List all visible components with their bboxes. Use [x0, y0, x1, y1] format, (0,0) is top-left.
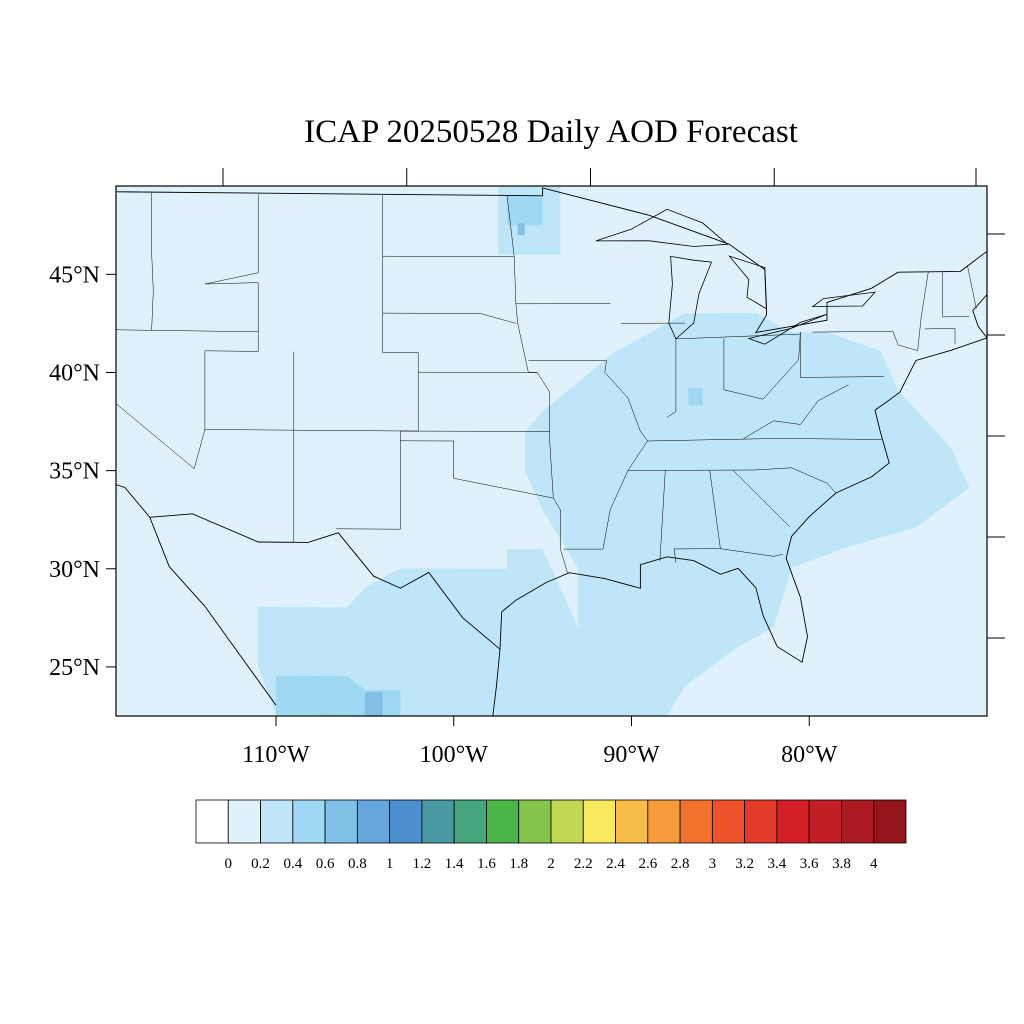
aod-field [258, 186, 970, 716]
lat-tick-label: 35°N [49, 459, 100, 485]
state-boundary [382, 312, 516, 324]
state-boundary [647, 438, 883, 442]
colorbar-label: 2.4 [606, 856, 625, 872]
figure-title: ICAP 20250528 Daily AOD Forecast [304, 114, 798, 150]
state-boundary [967, 265, 977, 309]
state-boundary [666, 338, 677, 418]
state-boundary [720, 548, 783, 557]
colorbar-label: 3.6 [800, 856, 819, 872]
lon-tick-label: 100°W [420, 742, 489, 768]
lake-ontario [811, 291, 877, 307]
colorbar-swatch [486, 799, 520, 844]
political-boundaries [116, 187, 987, 716]
colorbar-swatch [550, 799, 584, 844]
aod-region-mexico-north [258, 549, 596, 716]
colorbar-label: 1.8 [509, 856, 528, 872]
state-boundary [924, 328, 956, 345]
map-panel: 45°N 40°N 35°N 30°N 25°N 110°W 100°W 90°W 80°W [49, 168, 1005, 768]
lake-huron [728, 255, 768, 310]
state-boundary [204, 429, 550, 432]
lake-superior [595, 208, 729, 247]
colorbar-swatch [873, 799, 907, 844]
colorbar-label: 0.6 [316, 856, 335, 872]
state-boundary [800, 332, 884, 378]
colorbar-label: 3.8 [832, 856, 851, 872]
colorbar-swatch [776, 799, 810, 844]
colorbar-swatch [647, 799, 681, 844]
colorbar-swatch [711, 799, 746, 844]
state-boundary [673, 470, 721, 563]
aod-region-ohio-valley [524, 312, 970, 716]
colorbar-swatch [389, 799, 423, 844]
colorbar-swatch [808, 799, 842, 844]
colorbar-swatch [744, 799, 778, 844]
colorbar-label: 1.2 [413, 856, 432, 872]
colorbar-label: 0.4 [283, 856, 302, 872]
colorbar-label: 0.2 [251, 856, 270, 872]
lat-tick-label: 40°N [49, 360, 100, 386]
state-boundary [659, 470, 666, 561]
state-boundary [506, 195, 568, 573]
state-boundary [116, 403, 195, 469]
lon-tick-label: 80°W [781, 742, 838, 768]
colorbar-label: 2 [547, 856, 555, 872]
colorbar-swatch [260, 799, 294, 844]
colorbar-swatch [421, 799, 455, 844]
state-boundary [528, 360, 648, 550]
lat-tick-label: 25°N [49, 655, 100, 681]
west-coast [116, 484, 277, 706]
aod-region-ohio-spot [688, 387, 703, 406]
axis-ticks: 45°N 40°N 35°N 30°N 25°N 110°W 100°W 90°W 80°W [49, 168, 1005, 768]
lon-tick-label: 90°W [603, 742, 660, 768]
state-boundary [627, 467, 837, 494]
colorbar-label: 3 [709, 856, 717, 872]
aod-region-minnesota-spot [507, 195, 543, 226]
colorbar-swatch [453, 799, 487, 844]
state-boundary [151, 192, 154, 331]
lon-tick-label: 110°W [242, 742, 310, 768]
map-frame [115, 185, 988, 717]
us-canada-border [116, 187, 987, 334]
state-boundary [723, 332, 801, 400]
colorbar-swatch [679, 799, 713, 844]
aod-region-minnesota-core [517, 223, 525, 236]
us-mexico-border [149, 513, 501, 650]
colorbar-label: 0.8 [348, 856, 367, 872]
colorbar-label: 1 [386, 856, 394, 872]
colorbar-label: 4 [870, 856, 878, 872]
colorbar-swatch [615, 799, 649, 844]
state-boundary [116, 329, 259, 333]
ne-coast [972, 294, 987, 339]
colorbar-label: 3.4 [768, 856, 787, 872]
colorbar-label: 2.6 [638, 856, 657, 872]
lake-michigan [668, 255, 713, 340]
colorbar-swatch [582, 799, 616, 844]
colorbar-swatch [356, 799, 391, 844]
state-boundary [400, 440, 554, 499]
colorbar-label: 2.2 [574, 856, 593, 872]
lat-tick-label: 30°N [49, 557, 100, 583]
state-boundary [732, 469, 790, 527]
mexico-gulf-coast [492, 649, 501, 716]
colorbar-label: 1.4 [445, 856, 464, 872]
colorbar-label: 3.2 [735, 856, 754, 872]
colorbar-swatch [324, 799, 358, 844]
colorbar: 0 0.2 0.4 0.6 0.8 1 1.2 1.4 1.6 1.8 2 2.2 2.4 2.6 2.8 3… [195, 799, 907, 872]
state-boundary [743, 384, 849, 439]
colorbar-swatch [195, 799, 229, 844]
colorbar-swatch [227, 799, 261, 844]
colorbar-swatch [841, 799, 875, 844]
gulf-coast [499, 337, 987, 663]
colorbar-label: 0 [225, 856, 233, 872]
lat-tick-label: 45°N [49, 262, 100, 288]
colorbar-swatch [292, 799, 326, 844]
state-boundary [812, 271, 929, 351]
colorbar-label: 1.6 [477, 856, 496, 872]
colorbar-swatch [518, 799, 552, 844]
colorbar-label: 2.8 [671, 856, 690, 872]
state-boundary [193, 194, 259, 469]
lake-erie [747, 313, 828, 345]
aod-region-mexico-peak [364, 692, 383, 716]
